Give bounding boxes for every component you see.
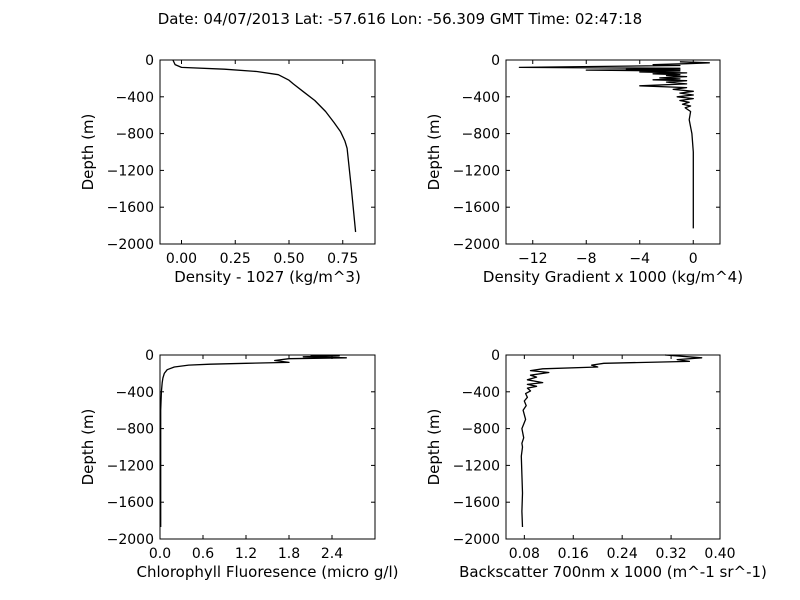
- y-tick-label: −400: [462, 90, 500, 106]
- x-tick-label: 0.0: [149, 546, 171, 562]
- x-axis-label: Backscatter 700nm x 1000 (m^-1 sr^-1): [459, 563, 767, 581]
- y-tick-label: −1200: [107, 458, 154, 474]
- figure-title: Date: 04/07/2013 Lat: -57.616 Lon: -56.3…: [158, 10, 642, 28]
- x-tick-label: 0.6: [192, 546, 214, 562]
- x-tick-label: 0.24: [607, 546, 638, 562]
- y-tick-label: −800: [116, 127, 154, 143]
- y-tick-label: −2000: [453, 532, 500, 548]
- x-tick-label: 0.75: [327, 251, 358, 267]
- y-tick-label: 0: [145, 348, 154, 364]
- chart-density-gradient: −12 −8 −4 00−400−800−1200−1600−2000Density …: [425, 53, 743, 286]
- series-line-backscatter: [520, 354, 703, 528]
- y-tick-label: −1600: [453, 495, 500, 511]
- x-tick-label: −8: [576, 251, 597, 267]
- y-tick-label: −1600: [453, 200, 500, 216]
- plot-frame: [505, 59, 721, 245]
- y-tick-label: −800: [462, 127, 500, 143]
- x-tick-label: 0.08: [509, 546, 540, 562]
- y-tick-label: −2000: [453, 237, 500, 253]
- y-tick-label: −1200: [107, 163, 154, 179]
- plot-frame: [159, 59, 376, 245]
- y-tick-label: −800: [462, 422, 500, 438]
- x-axis-label: Density - 1027 (kg/m^3): [174, 268, 361, 286]
- x-tick-label: 0.25: [220, 251, 251, 267]
- x-tick-label: −4: [629, 251, 650, 267]
- y-tick-label: −400: [116, 90, 154, 106]
- x-tick-label: 1.2: [235, 546, 257, 562]
- x-tick-label: 0.00: [166, 251, 197, 267]
- x-tick-label: 0.50: [273, 251, 304, 267]
- y-tick-label: −1200: [453, 458, 500, 474]
- chart-chlorophyll: 0.0 0.6 1.2 1.8 2.4 0 −400 −800 −1200 −1600 −2000 C…: [79, 348, 398, 581]
- chart-backscatter: 0.08 0.16 0.24 0.32 0.40 0 −400 −800 −1200 −1600 −…: [425, 348, 767, 581]
- y-tick-label: −1200: [453, 163, 500, 179]
- y-tick-label: 0: [491, 53, 500, 69]
- y-tick-label: 0: [491, 348, 500, 364]
- x-axis-label: Density Gradient x 1000 (kg/m^4): [483, 268, 743, 286]
- x-tick-label: 0.40: [704, 546, 735, 562]
- y-tick-label: −1600: [107, 495, 154, 511]
- y-axis-label: Depth (m): [425, 409, 443, 486]
- y-axis-label: Depth (m): [425, 114, 443, 191]
- x-tick-label: 0.16: [558, 546, 589, 562]
- y-tick-label: −400: [116, 385, 154, 401]
- x-tick-label: 0: [689, 251, 698, 267]
- y-tick-label: −800: [116, 422, 154, 438]
- plot-frame: [505, 354, 721, 540]
- y-tick-label: 0: [145, 53, 154, 69]
- x-tick-label: 0.32: [655, 546, 686, 562]
- y-tick-label: −2000: [107, 237, 154, 253]
- chart-density: 0.00 0.25 0.50 0.75 0 −400 −800 −1200 −1600 −2000…: [79, 53, 376, 286]
- x-tick-label: 2.4: [321, 546, 343, 562]
- x-tick-label: 1.8: [278, 546, 300, 562]
- plot-frame: [159, 354, 376, 540]
- y-tick-label: −400: [462, 385, 500, 401]
- y-tick-label: −1600: [107, 200, 154, 216]
- y-axis-label: Depth (m): [79, 409, 97, 486]
- y-axis-label: Depth (m): [79, 114, 97, 191]
- x-tick-label: −12: [518, 251, 548, 267]
- series-line-chlorophyll: [160, 355, 347, 527]
- x-axis-label: Chlorophyll Fluoresence (micro g/l): [137, 563, 399, 581]
- series-line-density: [172, 59, 357, 233]
- series-line-density-gradient: [518, 61, 710, 229]
- y-tick-label: −2000: [107, 532, 154, 548]
